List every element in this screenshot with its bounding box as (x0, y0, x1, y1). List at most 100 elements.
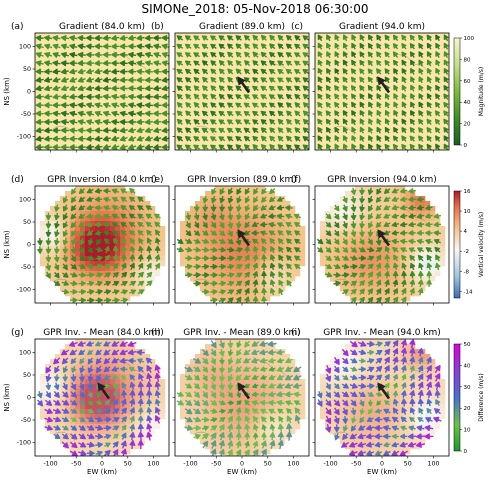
wind-vector (236, 204, 242, 212)
wind-vector (227, 51, 234, 58)
wind-vector (227, 43, 234, 50)
wind-vector (184, 247, 193, 253)
wind-vector (201, 272, 210, 278)
wind-vector (368, 93, 373, 100)
y-tick-label: 100 (19, 44, 31, 51)
wind-vector (60, 127, 69, 134)
wind-vector (302, 68, 309, 75)
wind-vector (244, 68, 251, 75)
wind-vector (218, 76, 225, 83)
wind-vector (86, 441, 95, 448)
wind-vector (120, 213, 128, 219)
wind-vector (399, 238, 408, 245)
wind-vector (219, 195, 225, 204)
wind-vector (368, 221, 374, 229)
wind-vector (193, 408, 201, 415)
colorbar-gradient (453, 343, 461, 452)
wind-vector (86, 127, 95, 134)
wind-vector (201, 136, 209, 142)
wind-vector (44, 416, 53, 423)
wind-vector (366, 450, 375, 456)
wind-vector (260, 102, 268, 108)
panel-letter: (g) (11, 328, 24, 338)
wind-vector (277, 52, 284, 58)
wind-vector (401, 339, 407, 349)
wind-vector (302, 102, 309, 109)
wind-vector (86, 221, 94, 228)
wind-vector (358, 272, 366, 278)
wind-vector (366, 358, 375, 364)
wind-vector (426, 93, 432, 100)
colorbar-tick-label: 60 (464, 79, 471, 85)
wind-vector (121, 407, 127, 415)
wind-vector (317, 51, 323, 59)
wind-vector (210, 417, 218, 423)
wind-vector (261, 296, 267, 303)
wind-vector (342, 229, 348, 237)
wind-vector (129, 381, 136, 390)
wind-vector (334, 68, 340, 75)
wind-vector (443, 42, 449, 50)
wind-vector (351, 42, 357, 50)
wind-vector (359, 416, 365, 423)
wind-vector (333, 272, 341, 278)
wind-vector (154, 245, 161, 254)
wind-vector (359, 42, 365, 50)
wind-vector (391, 196, 400, 202)
wind-vector (434, 408, 441, 415)
wind-vector (409, 135, 415, 142)
wind-vector (136, 93, 145, 100)
wind-vector (86, 341, 95, 347)
wind-vector (235, 68, 242, 75)
wind-vector (201, 433, 209, 440)
wind-vector (294, 35, 301, 41)
wind-vector (408, 196, 416, 203)
wind-vector (219, 340, 225, 349)
wind-vector (44, 43, 53, 50)
wind-vector (260, 383, 268, 389)
panel-title: GPR Inversion (94.0 km) (327, 175, 437, 185)
field-background (175, 33, 309, 150)
wind-vector (342, 93, 348, 100)
wind-vector (184, 144, 192, 150)
wind-vector (334, 51, 340, 59)
wind-vector (244, 187, 250, 195)
wind-vector (401, 118, 407, 126)
wind-vector (341, 281, 349, 287)
wind-vector (252, 51, 259, 58)
wind-vector (144, 110, 153, 117)
wind-vector (136, 60, 145, 67)
wind-vector (416, 425, 425, 431)
wind-vector (376, 60, 382, 67)
wind-vector (261, 432, 267, 440)
wind-vector (435, 135, 441, 142)
wind-vector (376, 118, 382, 126)
wind-vector (408, 238, 416, 245)
wind-vector (401, 407, 407, 415)
wind-vector (235, 440, 242, 449)
wind-vector (78, 349, 86, 356)
wind-vector (342, 135, 348, 143)
wind-vector (185, 255, 193, 261)
wind-vector (62, 246, 68, 254)
wind-vector (357, 433, 366, 440)
wind-vector (153, 110, 162, 117)
wind-vector (86, 85, 95, 92)
wind-vector (193, 391, 200, 398)
wind-vector (95, 255, 103, 261)
wind-vector (35, 68, 44, 75)
wind-vector (119, 43, 128, 50)
wind-vector (342, 424, 348, 432)
wind-vector (426, 373, 432, 382)
wind-vector (393, 390, 399, 398)
wind-vector (176, 35, 184, 41)
wind-vector (260, 366, 268, 372)
wind-vector (334, 238, 340, 245)
wind-vector (351, 101, 357, 109)
wind-vector (357, 441, 367, 448)
wind-vector (243, 111, 251, 117)
wind-vector (252, 254, 259, 262)
wind-vector (409, 118, 415, 126)
wind-vector (129, 280, 136, 286)
